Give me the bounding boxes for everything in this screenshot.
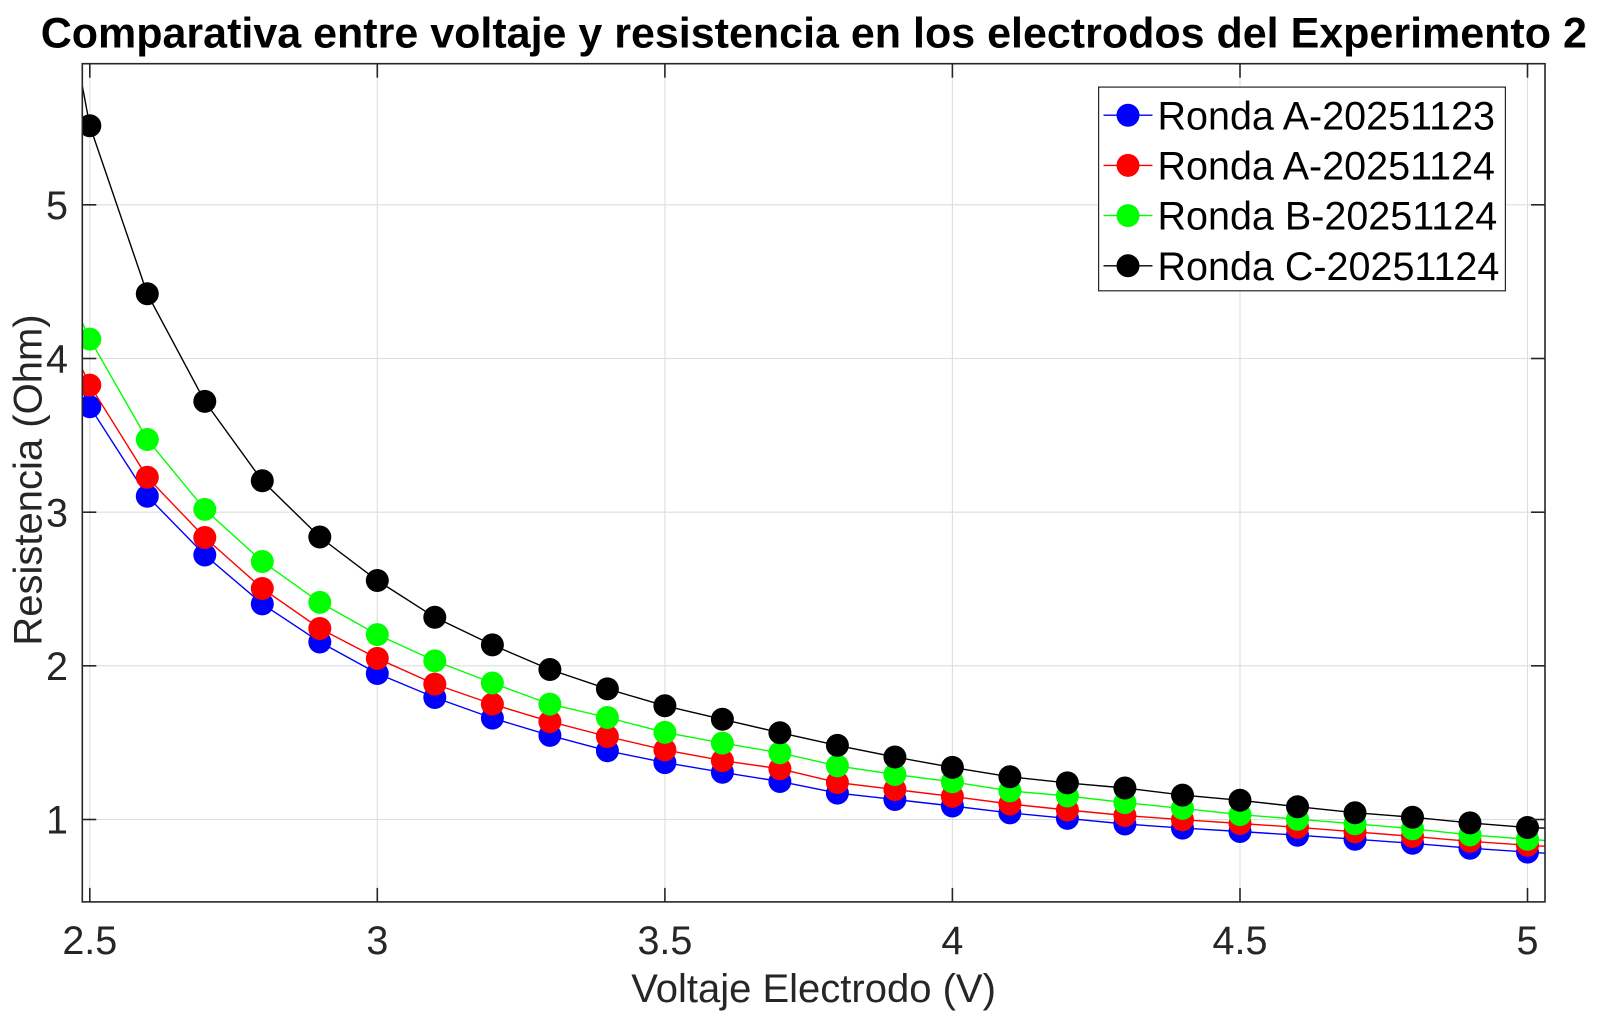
svg-text:4: 4 (941, 919, 963, 963)
svg-text:4.5: 4.5 (1213, 919, 1268, 963)
svg-text:Ronda C-20251124: Ronda C-20251124 (1158, 245, 1500, 289)
svg-text:Ronda B-20251124: Ronda B-20251124 (1158, 195, 1498, 239)
svg-text:4: 4 (46, 338, 68, 382)
svg-text:3: 3 (46, 491, 68, 535)
svg-text:Ronda A-20251124: Ronda A-20251124 (1158, 145, 1496, 189)
svg-text:1: 1 (46, 799, 68, 843)
svg-text:5: 5 (46, 184, 68, 228)
svg-text:3: 3 (366, 919, 388, 963)
svg-text:Ronda A-20251123: Ronda A-20251123 (1158, 94, 1496, 138)
svg-text:Comparativa entre voltaje y re: Comparativa entre voltaje y resistencia … (41, 10, 1587, 58)
svg-text:2: 2 (46, 645, 68, 689)
svg-text:5: 5 (1517, 919, 1539, 963)
svg-text:Voltaje Electrodo (V): Voltaje Electrodo (V) (631, 967, 996, 1011)
svg-text:3.5: 3.5 (637, 919, 692, 963)
svg-text:Resistencia (Ohm): Resistencia (Ohm) (6, 314, 50, 645)
svg-text:2.5: 2.5 (62, 919, 117, 963)
